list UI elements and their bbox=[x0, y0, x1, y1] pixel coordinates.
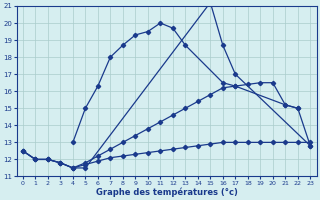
X-axis label: Graphe des températures (°c): Graphe des températures (°c) bbox=[96, 187, 237, 197]
